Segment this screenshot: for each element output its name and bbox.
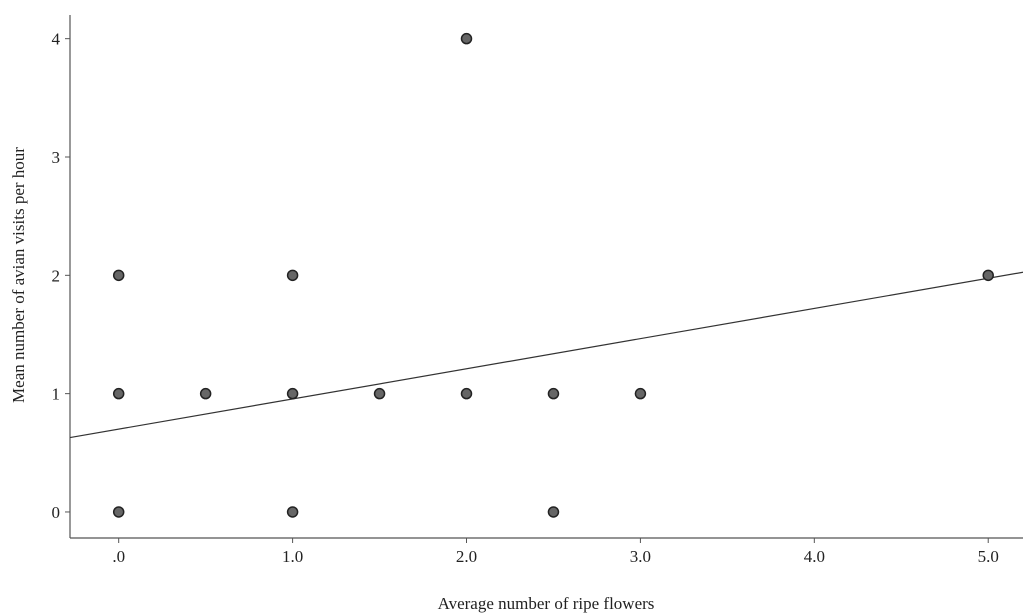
data-point [373,387,386,400]
x-tick-label: 2.0 [456,547,477,566]
data-point [547,387,560,400]
data-point [112,506,125,518]
y-axis-label: Mean number of avian visits per hour [9,147,28,403]
data-point [286,506,299,518]
y-tick-label: 2 [52,266,61,285]
y-axis: 0 1 2 3 4 [52,15,71,538]
data-point [286,269,299,282]
data-points [112,32,994,518]
data-point [460,387,473,400]
data-point [982,269,994,282]
y-tick-label: 3 [52,148,61,167]
regression-line-group [69,271,1023,439]
x-tick-label: 5.0 [978,547,999,566]
x-axis-label: Average number of ripe flowers [438,594,655,613]
x-tick-label: .0 [112,547,125,566]
regression-line [69,271,1023,439]
data-point [112,387,125,400]
data-point [460,32,473,45]
y-tick-label: 0 [52,503,61,522]
x-tick-label: 3.0 [630,547,651,566]
data-point [547,506,560,518]
y-tick-label: 1 [52,385,61,404]
y-tick-label: 4 [52,30,61,49]
data-point [112,269,125,282]
x-tick-label: 4.0 [804,547,825,566]
x-tick-label: 1.0 [282,547,303,566]
data-point [199,387,212,400]
data-point [634,387,647,400]
data-point [286,387,299,400]
x-axis: .0 1.0 2.0 3.0 4.0 5.0 [70,537,1023,566]
